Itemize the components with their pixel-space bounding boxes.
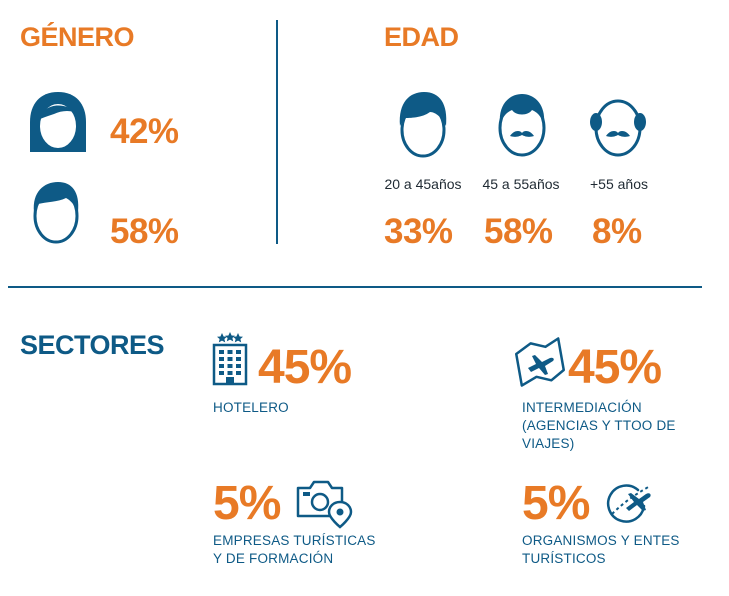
young-man-icon: [396, 90, 450, 160]
age-label-20-45: 20 a 45años: [384, 176, 462, 192]
genero-man-percent: 58%: [110, 212, 179, 251]
sector-hotelero-percent: 45%: [258, 341, 352, 394]
edad-heading: EDAD: [384, 22, 459, 52]
section-divider-vertical: [276, 20, 278, 244]
sector-intermediacion-label-line: VIAJES): [522, 436, 575, 451]
sector-empresas-label: EMPRESAS TURÍSTICAS Y DE FORMACIÓN: [213, 532, 376, 568]
sector-intermediacion-label-line: (AGENCIAS Y TTOO DE: [522, 418, 676, 433]
sector-organismos-label-line: ORGANISMOS Y ENTES: [522, 533, 680, 548]
age-percent-20-45: 33%: [384, 212, 453, 251]
age-label-55-plus: +55 años: [590, 176, 648, 192]
section-divider-horizontal: [8, 286, 702, 288]
sector-intermediacion-label-line: INTERMEDIACIÓN: [522, 400, 642, 415]
sector-organismos-label-line: TURÍSTICOS: [522, 551, 606, 566]
age-percent-45-55: 58%: [484, 212, 553, 251]
map-plane-icon: [514, 337, 566, 387]
sector-intermediacion-label: INTERMEDIACIÓN (AGENCIAS Y TTOO DE VIAJE…: [522, 399, 676, 453]
sector-hotelero-label: HOTELERO: [213, 399, 289, 417]
hotel-icon: [212, 332, 248, 386]
sector-organismos-label: ORGANISMOS Y ENTES TURÍSTICOS: [522, 532, 680, 568]
sector-empresas-percent: 5%: [213, 477, 281, 530]
age-label-45-55: 45 a 55años: [482, 176, 560, 192]
bald-man-icon: [588, 92, 648, 160]
sector-hotelero-label-line: HOTELERO: [213, 400, 289, 415]
sector-empresas-label-line: Y DE FORMACIÓN: [213, 551, 334, 566]
sector-organismos-percent: 5%: [522, 477, 590, 530]
sector-intermediacion-percent: 45%: [568, 341, 662, 394]
camera-location-icon: [296, 478, 353, 529]
sectores-heading: SECTORES: [20, 330, 165, 360]
woman-icon: [28, 90, 88, 154]
sector-empresas-label-line: EMPRESAS TURÍSTICAS: [213, 533, 376, 548]
mustache-man-icon: [494, 90, 550, 160]
age-percent-55-plus: 8%: [592, 212, 642, 251]
genero-heading: GÉNERO: [20, 22, 135, 52]
genero-woman-percent: 42%: [110, 112, 179, 151]
globe-plane-icon: [604, 478, 656, 524]
man-icon: [30, 178, 82, 246]
